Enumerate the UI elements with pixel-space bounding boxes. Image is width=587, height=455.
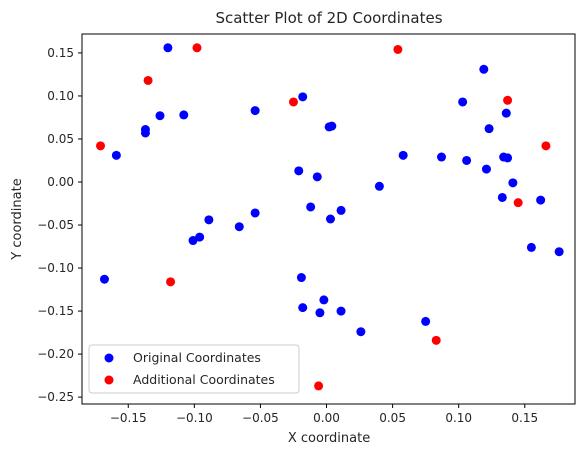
legend-marker	[104, 375, 114, 385]
data-point	[166, 277, 176, 287]
data-point	[398, 150, 408, 160]
y-tick-label: −0.20	[37, 347, 74, 361]
data-point	[479, 64, 489, 74]
data-point	[481, 164, 491, 174]
data-point	[508, 178, 518, 188]
y-tick-label: −0.05	[37, 218, 74, 232]
data-point	[327, 121, 337, 131]
data-point	[336, 306, 346, 316]
data-point	[541, 141, 551, 151]
data-point	[294, 166, 304, 176]
series-original	[99, 43, 564, 337]
x-tick-label: 0.10	[445, 411, 472, 425]
x-tick-label: 0.15	[511, 411, 538, 425]
data-point	[195, 232, 205, 242]
data-point	[204, 215, 214, 225]
plot-frame	[81, 33, 576, 405]
data-point	[188, 236, 198, 246]
x-tick-label: 0.05	[379, 411, 406, 425]
data-point	[306, 202, 316, 212]
x-tick-label: −0.05	[242, 411, 279, 425]
data-point	[526, 242, 536, 252]
data-point	[298, 92, 308, 102]
data-point	[325, 214, 335, 224]
data-point	[421, 316, 431, 326]
data-point	[234, 222, 244, 232]
data-point	[298, 303, 308, 313]
data-point	[536, 195, 546, 205]
data-point	[497, 192, 507, 202]
data-point	[554, 247, 564, 257]
y-tick-label: 0.05	[47, 132, 74, 146]
data-point	[374, 181, 384, 191]
y-tick-label: 0.00	[47, 175, 74, 189]
data-point	[513, 198, 523, 208]
series-additional	[96, 43, 551, 391]
data-point	[315, 308, 325, 318]
x-axis-label: X coordinate	[288, 431, 370, 446]
data-point	[336, 205, 346, 215]
data-point	[111, 150, 121, 160]
y-tick-label: −0.15	[37, 304, 74, 318]
data-point	[393, 44, 403, 54]
data-point	[319, 295, 329, 305]
data-point	[140, 128, 150, 138]
data-point	[250, 208, 260, 218]
data-point	[250, 106, 260, 116]
y-axis-ticks: −0.25 −0.20 −0.15 −0.10 −0.05 0.00 0.05 0.10 0.1…	[37, 46, 82, 404]
data-point	[503, 153, 513, 163]
legend-label: Original Coordinates	[133, 350, 261, 365]
legend-box	[88, 344, 300, 394]
y-tick-label: 0.15	[47, 46, 74, 60]
data-point	[458, 97, 468, 107]
x-tick-label: −0.15	[110, 411, 147, 425]
x-axis-ticks: −0.15 −0.10 −0.05 0.00 0.05 0.10 0.15	[110, 404, 538, 425]
y-tick-label: −0.25	[37, 390, 74, 404]
legend: Original Coordinates Additional Coordinat…	[88, 344, 300, 394]
chart-title: Scatter Plot of 2D Coordinates	[215, 9, 442, 27]
data-point	[437, 152, 447, 162]
data-point	[296, 273, 306, 283]
data-point	[462, 155, 472, 165]
data-point	[99, 274, 109, 284]
y-axis-label: Y coordinate	[10, 178, 25, 260]
data-point	[503, 95, 513, 105]
data-point	[484, 124, 494, 134]
data-point	[192, 43, 202, 53]
data-point	[314, 381, 324, 391]
data-point	[431, 335, 441, 345]
data-point	[501, 108, 511, 118]
data-point	[179, 110, 189, 120]
plot-area	[81, 33, 576, 405]
x-tick-label: −0.10	[176, 411, 213, 425]
data-point	[155, 111, 165, 121]
data-point	[163, 43, 173, 53]
data-point	[143, 75, 153, 85]
x-tick-label: 0.00	[313, 411, 340, 425]
data-point	[96, 141, 106, 151]
data-point	[288, 97, 298, 107]
legend-marker	[104, 353, 114, 363]
legend-label: Additional Coordinates	[133, 372, 275, 387]
data-point	[312, 172, 322, 182]
y-tick-label: 0.10	[47, 89, 74, 103]
data-point	[356, 327, 366, 337]
y-tick-label: −0.10	[37, 261, 74, 275]
